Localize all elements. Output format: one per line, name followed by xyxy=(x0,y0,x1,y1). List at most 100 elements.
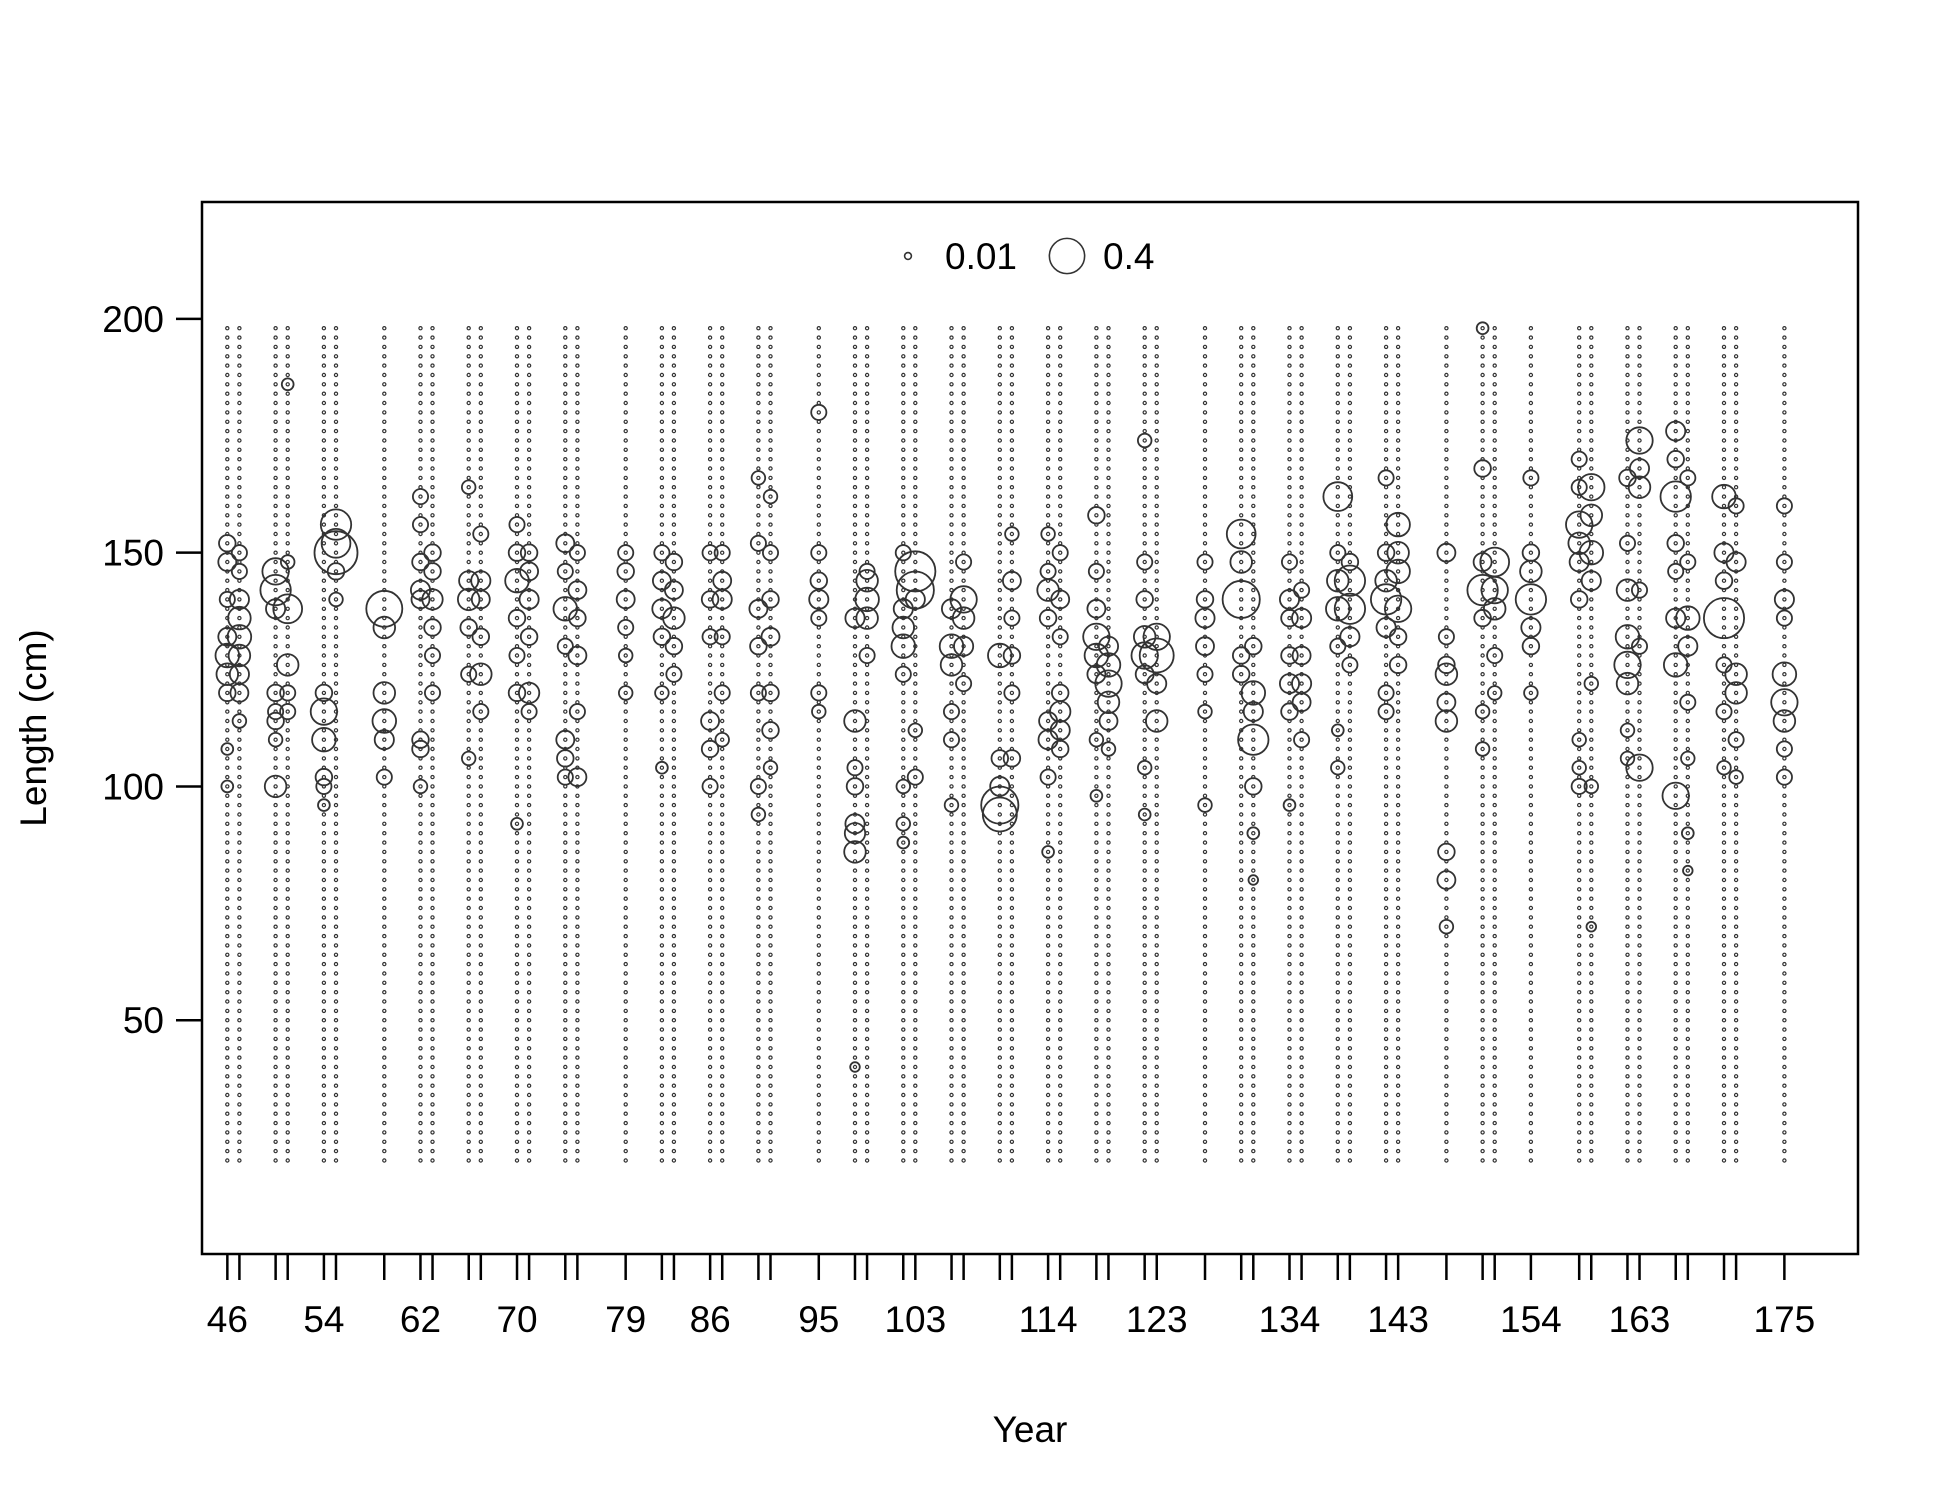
bubble-point xyxy=(430,728,435,733)
bubble-point xyxy=(382,915,387,920)
bubble-point xyxy=(514,849,520,855)
bubble-point xyxy=(285,990,290,995)
bubble-point xyxy=(671,999,677,1004)
bubble-point xyxy=(659,700,665,705)
bubble-point xyxy=(720,363,725,368)
bubble-point xyxy=(864,746,870,752)
bubble-point xyxy=(816,718,822,724)
bubble-point xyxy=(333,597,339,602)
bubble-point xyxy=(285,746,290,752)
bubble-point xyxy=(563,326,568,331)
bubble-point xyxy=(762,544,780,562)
bubble-point xyxy=(852,662,858,668)
bubble-point xyxy=(810,544,828,562)
bubble-point xyxy=(768,1027,773,1032)
bubble-point xyxy=(852,494,858,499)
bubble-point xyxy=(514,812,520,817)
bubble-point xyxy=(514,905,520,911)
bubble-point xyxy=(466,457,471,462)
bubble-point xyxy=(563,1111,568,1116)
bubble-point xyxy=(901,971,906,976)
bubble-point xyxy=(514,840,520,845)
bubble-point xyxy=(526,868,532,873)
bubble-point xyxy=(466,952,471,958)
bubble-point xyxy=(285,466,290,471)
bubble-point xyxy=(895,816,912,832)
bubble-point xyxy=(816,728,822,733)
bubble-point xyxy=(816,466,822,471)
bubble-point xyxy=(237,344,242,350)
bubble-point xyxy=(864,821,870,827)
bubble-point xyxy=(225,793,230,799)
bubble-point xyxy=(418,625,423,630)
bubble-point xyxy=(382,690,387,696)
bubble-point xyxy=(273,821,278,827)
bubble-point xyxy=(816,793,822,799)
bubble-point xyxy=(864,737,870,742)
bubble-point xyxy=(273,961,278,967)
bubble-point xyxy=(466,382,471,387)
bubble-point xyxy=(623,466,628,471)
bubble-point xyxy=(575,466,580,471)
bubble-point xyxy=(430,802,435,808)
bubble-point xyxy=(720,1083,725,1088)
bubble-point xyxy=(901,700,906,705)
bubble-point xyxy=(478,905,483,911)
bubble-point xyxy=(418,662,423,668)
bubble-point xyxy=(810,609,828,627)
bubble-point xyxy=(478,326,483,331)
bubble-point xyxy=(659,382,665,387)
bubble-point xyxy=(707,1120,713,1126)
bubble-point xyxy=(430,1008,435,1014)
bubble-point xyxy=(430,812,435,817)
bubble-point xyxy=(273,419,278,424)
bubble-point xyxy=(285,475,290,481)
bubble-point xyxy=(858,647,876,665)
bubble-point xyxy=(225,438,230,443)
bubble-point xyxy=(852,475,858,481)
bubble-point xyxy=(514,1120,520,1126)
bubble-point xyxy=(237,915,242,920)
bubble-point xyxy=(671,943,677,948)
bubble-point xyxy=(225,457,230,462)
bubble-point xyxy=(526,877,532,883)
bubble-point xyxy=(285,774,290,780)
bubble-point xyxy=(507,543,527,562)
bubble-point xyxy=(623,419,628,424)
bubble-point xyxy=(333,877,339,883)
bubble-point xyxy=(333,793,339,799)
bubble-point xyxy=(623,746,628,752)
bubble-point xyxy=(816,868,822,873)
bubble-point xyxy=(430,774,435,780)
bubble-point xyxy=(382,344,387,350)
bubble-point xyxy=(466,887,471,892)
bubble-point xyxy=(382,1074,387,1079)
bubble-point xyxy=(563,709,568,714)
bubble-point xyxy=(526,980,532,986)
bubble-point xyxy=(478,1111,483,1116)
bubble-point xyxy=(382,400,387,406)
bubble-point xyxy=(273,840,278,845)
bubble-point xyxy=(285,709,290,714)
bubble-point xyxy=(864,475,870,481)
bubble-point xyxy=(466,812,471,817)
bubble-point xyxy=(864,400,870,406)
bubble-point xyxy=(321,466,327,471)
bubble-point xyxy=(901,531,906,537)
bubble-point xyxy=(913,971,918,976)
bubble-point xyxy=(314,683,334,703)
bubble-point xyxy=(720,793,725,799)
bubble-point xyxy=(526,569,532,574)
bubble-point xyxy=(411,516,429,534)
bubble-point xyxy=(229,683,250,703)
bubble-point xyxy=(707,765,713,770)
bubble-point xyxy=(478,391,483,396)
bubble-point xyxy=(901,578,906,583)
bubble-point xyxy=(382,550,387,555)
bubble-point xyxy=(563,354,568,359)
bubble-point xyxy=(913,812,918,817)
bubble-point xyxy=(713,684,731,702)
bubble-point xyxy=(321,1036,327,1042)
bubble-point xyxy=(756,821,761,827)
bubble-point xyxy=(707,952,713,958)
